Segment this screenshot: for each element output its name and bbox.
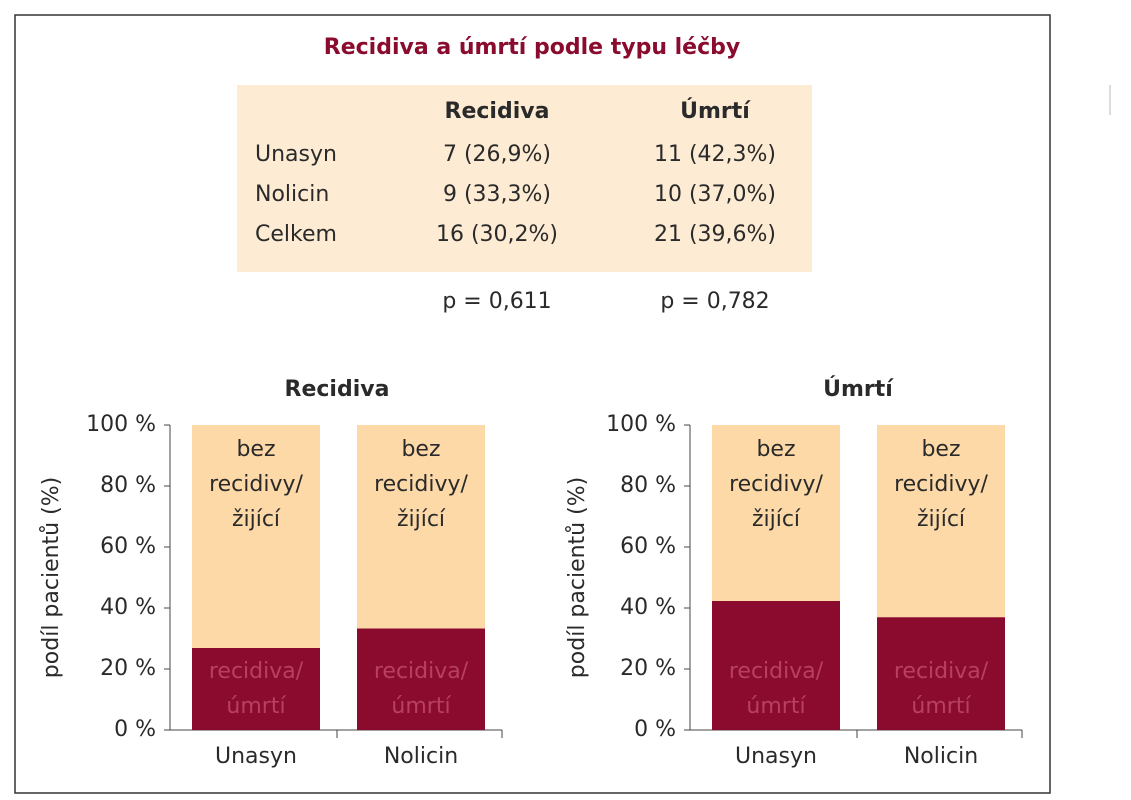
segment-label: recidiva/úmrtí xyxy=(729,659,824,719)
y-tick-label: 100 % xyxy=(86,412,156,437)
row-label: Celkem xyxy=(255,222,337,247)
y-tick-label: 80 % xyxy=(620,473,676,498)
segment-label: bez recidivy/žijící xyxy=(894,437,988,532)
bar-segment xyxy=(357,425,485,629)
table-header: Úmrtí xyxy=(680,98,751,124)
y-axis-label: podíl pacientů (%) xyxy=(39,477,64,678)
segment-label: bez recidivy/žijící xyxy=(209,437,303,532)
table-header: Recidiva xyxy=(445,99,550,124)
p-value: p = 0,611 xyxy=(442,289,551,314)
bar-segment xyxy=(712,600,840,730)
x-tick-label: Unasyn xyxy=(735,744,817,769)
segment-label: recidiva/úmrtí xyxy=(209,659,304,719)
y-tick-label: 60 % xyxy=(620,534,676,559)
y-tick-label: 40 % xyxy=(620,595,676,620)
y-tick-label: 20 % xyxy=(620,656,676,681)
cell: 7 (26,9%) xyxy=(443,142,551,167)
bar-segment xyxy=(357,628,485,730)
frame xyxy=(14,14,1051,794)
segment-label: recidiva/úmrtí xyxy=(894,659,989,719)
table-background xyxy=(237,85,812,272)
chart-title: Recidiva xyxy=(285,377,390,402)
x-tick-label: Nolicin xyxy=(384,744,458,769)
row-label: Unasyn xyxy=(255,142,337,167)
y-tick-label: 0 % xyxy=(114,717,156,742)
segment-label: recidiva/úmrtí xyxy=(374,659,469,719)
cell: 9 (33,3%) xyxy=(443,182,551,207)
bar-segment xyxy=(877,617,1005,730)
cell: 16 (30,2%) xyxy=(436,222,558,247)
y-tick-label: 20 % xyxy=(100,656,156,681)
y-tick-label: 60 % xyxy=(100,534,156,559)
segment-label: bez recidivy/žijící xyxy=(374,437,468,532)
y-tick-label: 0 % xyxy=(634,717,676,742)
y-axis-label: podíl pacientů (%) xyxy=(565,477,590,678)
y-tick-label: 40 % xyxy=(100,595,156,620)
bar-segment xyxy=(877,425,1005,618)
segment-label: bez recidivy/žijící xyxy=(729,437,823,532)
cell: 21 (39,6%) xyxy=(654,222,776,247)
row-label: Nolicin xyxy=(255,182,329,207)
cell: 11 (42,3%) xyxy=(654,142,776,167)
bar-segment xyxy=(192,647,320,730)
y-tick-label: 100 % xyxy=(606,412,676,437)
bar-segment xyxy=(192,425,320,648)
x-tick-label: Unasyn xyxy=(215,744,297,769)
x-tick-label: Nolicin xyxy=(904,744,978,769)
table-body: Unasyn 7 (26,9%) 11 (42,3%) Nolicin 9 (33,3%… xyxy=(255,142,776,247)
figure-title: Recidiva a úmrtí podle typu léčby xyxy=(324,35,741,60)
chart-title: Úmrtí xyxy=(823,376,894,402)
p-value: p = 0,782 xyxy=(660,289,769,314)
y-tick-label: 80 % xyxy=(100,473,156,498)
cell: 10 (37,0%) xyxy=(654,182,776,207)
bar-segment xyxy=(712,425,840,601)
